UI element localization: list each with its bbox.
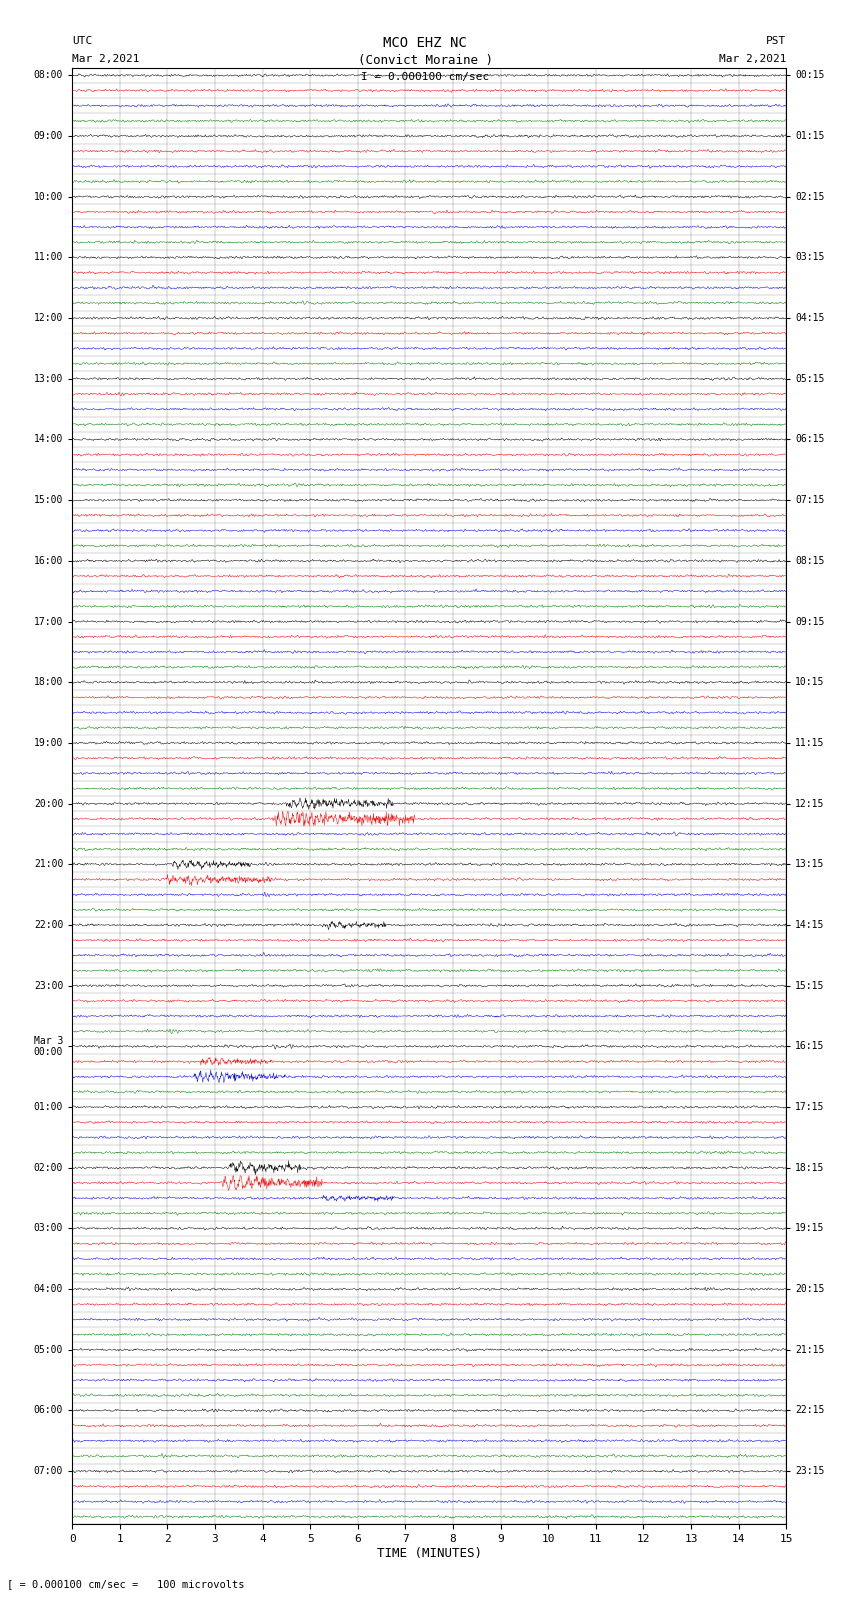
Text: [ = 0.000100 cm/sec =   100 microvolts: [ = 0.000100 cm/sec = 100 microvolts bbox=[7, 1579, 244, 1589]
Text: (Convict Moraine ): (Convict Moraine ) bbox=[358, 53, 492, 68]
Text: UTC: UTC bbox=[72, 37, 93, 47]
Text: I = 0.000100 cm/sec: I = 0.000100 cm/sec bbox=[361, 71, 489, 82]
X-axis label: TIME (MINUTES): TIME (MINUTES) bbox=[377, 1547, 482, 1560]
Text: Mar 2,2021: Mar 2,2021 bbox=[719, 53, 786, 65]
Text: PST: PST bbox=[766, 37, 786, 47]
Text: MCO EHZ NC: MCO EHZ NC bbox=[383, 37, 467, 50]
Text: Mar 2,2021: Mar 2,2021 bbox=[72, 53, 139, 65]
